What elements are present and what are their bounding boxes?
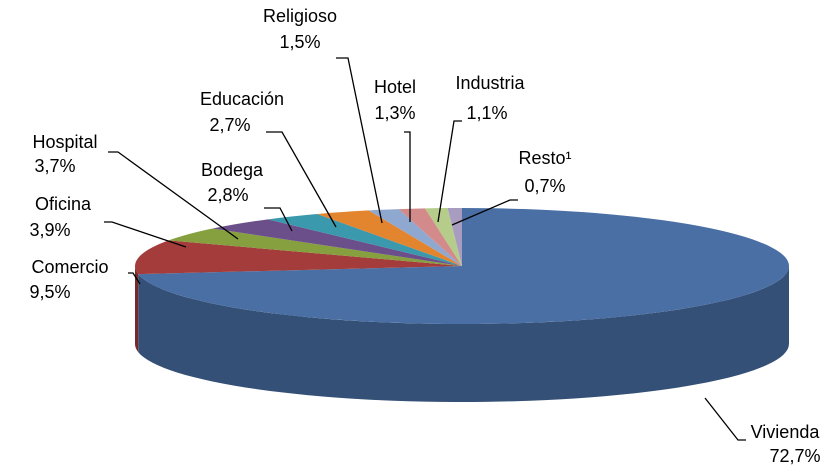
pie-side	[135, 266, 139, 353]
value-label: 0,7%	[524, 176, 565, 196]
leader-line	[437, 120, 462, 223]
leader-line	[404, 131, 411, 222]
pie-slice	[135, 240, 462, 275]
category-label: Comercio	[31, 257, 108, 277]
leader-line	[336, 57, 383, 224]
category-label: Hotel	[374, 77, 416, 97]
category-label: Oficina	[35, 194, 92, 214]
value-label: 72,7%	[769, 446, 820, 466]
category-label: Bodega	[201, 160, 264, 180]
leader-line	[104, 221, 187, 248]
value-label: 2,8%	[207, 185, 248, 205]
category-label: Vivienda	[751, 422, 821, 442]
pie-side	[138, 266, 790, 403]
value-label: 1,1%	[466, 103, 507, 123]
pie-slice	[138, 208, 790, 324]
leader-line	[704, 397, 746, 441]
pie-slice	[212, 219, 462, 266]
value-label: 9,5%	[29, 282, 70, 302]
pie-slice	[317, 210, 462, 266]
category-label: Educación	[200, 89, 284, 109]
pie-slice	[168, 228, 462, 266]
value-label: 3,9%	[29, 220, 70, 240]
category-label: Religioso	[263, 6, 337, 26]
leader-line	[266, 131, 337, 228]
leader-line	[264, 207, 293, 232]
category-label: Industria	[455, 73, 525, 93]
leader-line	[451, 199, 518, 226]
value-label: 1,3%	[374, 103, 415, 123]
pie-slice	[425, 208, 462, 266]
pie-slice	[398, 208, 462, 266]
value-label: 3,7%	[34, 156, 75, 176]
leader-line	[108, 151, 239, 240]
pie-slice	[368, 209, 462, 266]
pie-slice	[267, 214, 462, 266]
value-label: 2,7%	[209, 115, 250, 135]
category-label: Hospital	[32, 132, 97, 152]
value-label: 1,5%	[279, 32, 320, 52]
category-label: Resto¹	[518, 148, 571, 168]
leader-line	[128, 272, 141, 285]
